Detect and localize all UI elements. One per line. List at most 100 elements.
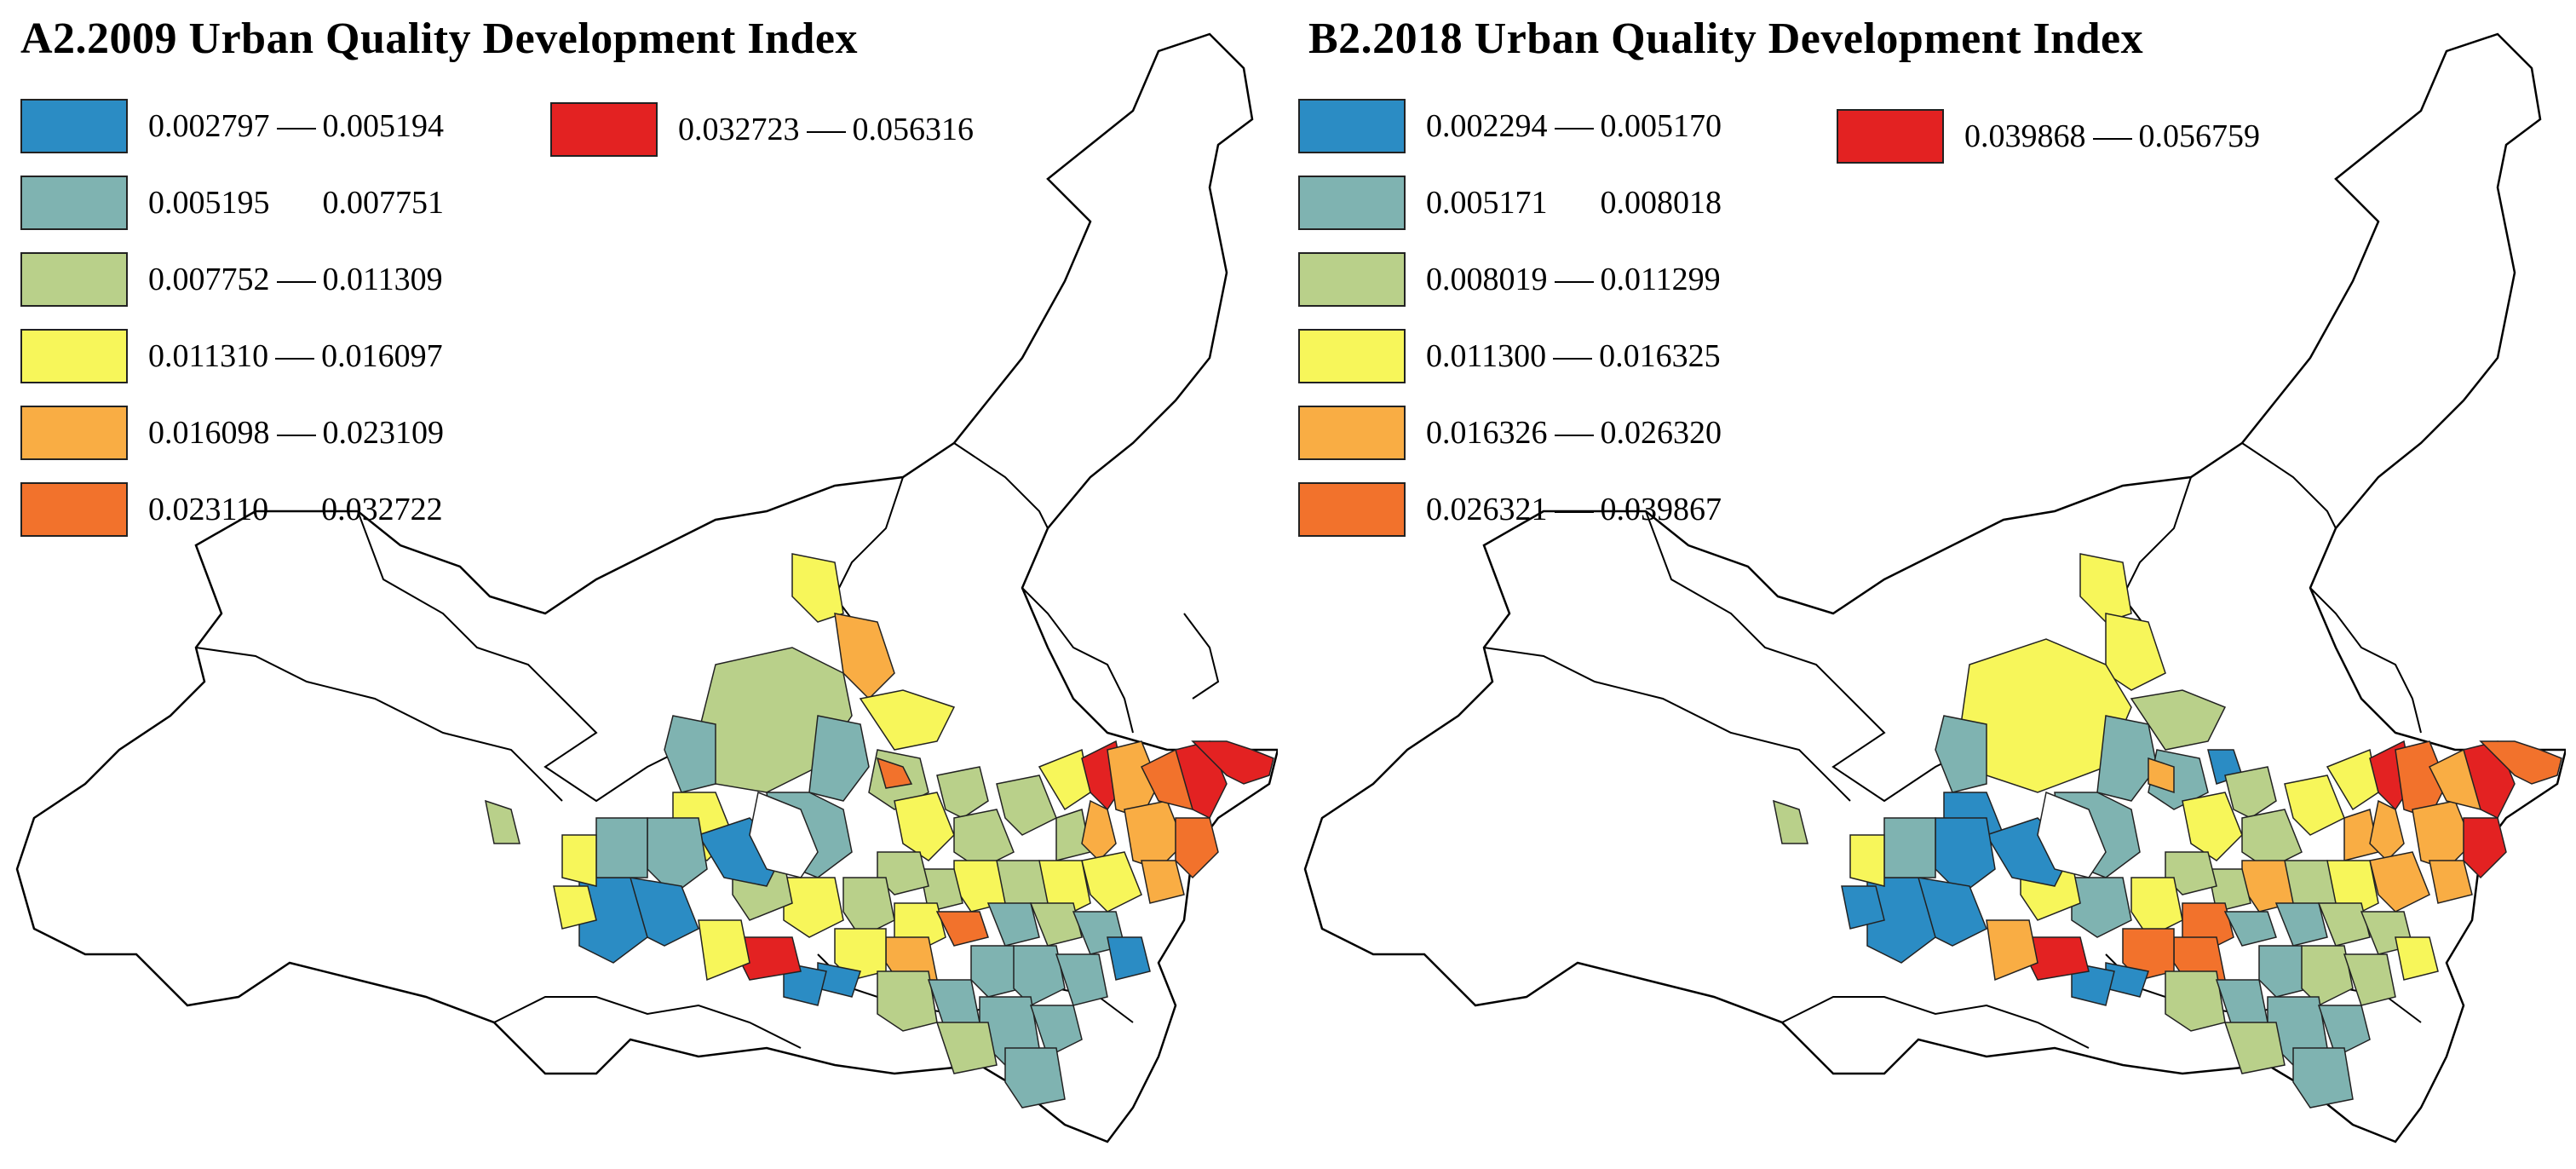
city-region bbox=[2071, 877, 2132, 938]
province-border bbox=[833, 476, 904, 631]
city-region bbox=[2369, 799, 2405, 862]
city-region bbox=[595, 817, 648, 878]
city-region bbox=[2096, 715, 2158, 802]
city-region bbox=[783, 962, 827, 1006]
legend-range: 0.002797 0.005194 bbox=[148, 108, 444, 144]
province-border bbox=[1645, 510, 1970, 803]
legend-range: 0.011310 0.016097 bbox=[148, 338, 443, 374]
legend: 0.002294 0.005170 0.005171 0.008018 0.0080… bbox=[1298, 99, 2355, 542]
city-region bbox=[1841, 885, 1885, 930]
province-border bbox=[2241, 442, 2337, 529]
city-region bbox=[2369, 851, 2430, 913]
city-region bbox=[485, 799, 520, 844]
city-region bbox=[1055, 953, 1108, 1006]
city-region bbox=[2343, 953, 2396, 1006]
city-region bbox=[2122, 928, 2175, 981]
city-region bbox=[1004, 1047, 1066, 1109]
city-region bbox=[876, 757, 913, 789]
city-region bbox=[877, 970, 938, 1032]
choropleth-map-2009 bbox=[15, 32, 1278, 1143]
city-region bbox=[2165, 970, 2226, 1032]
city-region bbox=[1029, 902, 1083, 947]
city-region bbox=[1141, 860, 1185, 904]
city-region bbox=[2292, 1047, 2354, 1109]
city-region bbox=[2429, 860, 2473, 904]
city-region bbox=[2028, 936, 2090, 981]
city-region bbox=[561, 834, 597, 887]
legend-swatch bbox=[20, 482, 128, 537]
unmapped-area bbox=[749, 791, 819, 878]
city-region bbox=[2395, 740, 2447, 819]
city-region bbox=[2223, 911, 2277, 947]
city-region bbox=[1849, 834, 1885, 887]
city-region bbox=[2165, 851, 2217, 895]
legend-swatch bbox=[1837, 109, 1944, 164]
legend-range: 0.032723 0.056316 bbox=[678, 112, 974, 147]
city-region bbox=[2071, 962, 2115, 1006]
city-region bbox=[2301, 945, 2354, 1006]
province-border bbox=[2121, 476, 2192, 631]
city-region bbox=[1107, 740, 1159, 819]
legend-swatch bbox=[1298, 482, 1406, 537]
province-border bbox=[1483, 647, 1851, 802]
city-region bbox=[783, 877, 844, 938]
unmapped-area bbox=[2037, 791, 2107, 878]
legend-swatch bbox=[20, 252, 128, 307]
city-region bbox=[2412, 800, 2473, 870]
city-region bbox=[2395, 936, 2439, 981]
city-region bbox=[986, 902, 1040, 947]
legend-swatch bbox=[20, 329, 128, 383]
legend-swatch bbox=[1298, 252, 1406, 307]
city-region bbox=[2207, 868, 2251, 913]
city-region bbox=[936, 766, 989, 819]
map-panel-2009: A2.2009 Urban Quality Development Index … bbox=[0, 0, 1278, 1169]
city-region bbox=[2284, 775, 2345, 836]
city-region bbox=[935, 1022, 998, 1074]
province-border bbox=[2309, 587, 2422, 734]
province-border bbox=[1183, 613, 1220, 700]
city-region bbox=[935, 911, 989, 947]
province-border bbox=[493, 996, 802, 1049]
legend-swatch bbox=[20, 406, 128, 460]
city-region bbox=[808, 715, 870, 802]
city-region bbox=[2182, 792, 2243, 861]
legend-range: 0.026321 0.039867 bbox=[1426, 492, 1722, 527]
legend-swatch bbox=[1298, 406, 1406, 460]
map-panel-2018: B2.2018 Urban Quality Development Index … bbox=[1288, 0, 2566, 1169]
legend-range: 0.005171 0.008018 bbox=[1426, 185, 1722, 221]
legend-range: 0.011300 0.016325 bbox=[1426, 338, 1721, 374]
city-region bbox=[834, 928, 887, 981]
city-region bbox=[859, 689, 956, 751]
city-region bbox=[2479, 740, 2562, 785]
city-region bbox=[996, 775, 1057, 836]
choropleth-map-2018 bbox=[1303, 32, 2566, 1143]
city-region bbox=[1081, 799, 1117, 862]
city-region bbox=[1107, 936, 1151, 981]
city-region bbox=[2463, 817, 2507, 879]
city-region bbox=[2317, 1005, 2371, 1058]
city-region bbox=[1935, 715, 1987, 793]
legend-swatch bbox=[20, 99, 128, 153]
legend-swatch bbox=[1298, 329, 1406, 383]
city-region bbox=[2148, 757, 2175, 794]
city-region bbox=[2274, 902, 2328, 947]
province-border bbox=[953, 442, 1049, 529]
legend-swatch bbox=[1298, 99, 1406, 153]
legend-range: 0.007752 0.011309 bbox=[148, 262, 443, 297]
city-region bbox=[553, 885, 597, 930]
province-border bbox=[357, 510, 682, 803]
legend-swatch bbox=[550, 102, 658, 157]
city-region bbox=[919, 868, 963, 913]
city-region bbox=[877, 851, 929, 895]
city-region bbox=[2130, 689, 2227, 751]
city-region bbox=[1013, 945, 1066, 1006]
city-region bbox=[970, 945, 1023, 998]
legend-swatch bbox=[1298, 176, 1406, 230]
legend: 0.002797 0.005194 0.005195 0.007751 0.0077… bbox=[20, 99, 1077, 542]
legend-range: 0.008019 0.011299 bbox=[1426, 262, 1721, 297]
legend-range: 0.016098 0.023109 bbox=[148, 415, 444, 451]
city-region bbox=[2317, 902, 2371, 947]
city-region bbox=[2224, 766, 2277, 819]
city-region bbox=[1191, 740, 1274, 785]
panel-title: A2.2009 Urban Quality Development Index bbox=[20, 14, 858, 63]
